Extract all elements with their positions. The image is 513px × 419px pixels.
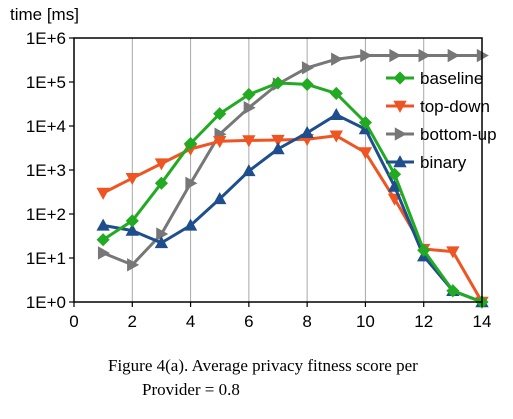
legend-item-top-down: top-down <box>386 97 490 116</box>
data-point-binary <box>242 164 256 177</box>
data-point-bottom-up <box>127 258 140 272</box>
x-axis-label: m <box>490 337 504 340</box>
line-chart: 0 2 4 6 8 10 12 141E+01E+11E+21E+31E+41E+51E+6 … <box>10 5 504 340</box>
data-point-baseline <box>358 115 372 130</box>
data-point-baseline <box>242 87 256 102</box>
legend-item-baseline: baseline <box>386 69 483 88</box>
data-point-baseline <box>154 176 168 190</box>
legend-item-bottom-up: bottom-up <box>386 125 497 144</box>
legend-marker <box>394 127 407 141</box>
data-point-binary <box>213 192 227 205</box>
x-tick-label: 8 <box>302 312 311 331</box>
y-tick-label: 1E+0 <box>26 293 66 312</box>
data-point-bottom-up <box>301 61 314 75</box>
legend-marker <box>393 155 407 168</box>
data-point-top-down <box>125 173 139 186</box>
legend-label: top-down <box>420 97 490 116</box>
x-tick-label: 2 <box>128 312 137 331</box>
legend-label: baseline <box>420 69 483 88</box>
data-point-bottom-up <box>156 227 169 241</box>
series-bottom-up <box>97 48 489 272</box>
data-point-bottom-up <box>447 48 460 63</box>
y-tick-label: 1E+6 <box>26 29 66 48</box>
legend-marker <box>393 100 407 113</box>
data-point-baseline <box>329 86 343 100</box>
data-point-top-down <box>271 134 285 147</box>
data-point-top-down <box>242 135 256 148</box>
x-tick-label: 4 <box>186 312 195 331</box>
y-tick-label: 1E+3 <box>26 161 66 180</box>
data-point-bottom-up <box>243 101 256 115</box>
data-point-baseline <box>388 167 402 181</box>
data-point-baseline <box>184 136 198 151</box>
y-tick-label: 1E+2 <box>26 205 66 224</box>
data-point-top-down <box>96 187 110 200</box>
legend: baseline top-down bottom-up binary <box>386 69 497 172</box>
series-line-binary <box>102 113 483 304</box>
legend-label: bottom-up <box>420 125 497 144</box>
data-point-top-down <box>358 147 373 160</box>
data-point-top-down <box>154 158 169 171</box>
data-point-baseline <box>271 76 285 90</box>
data-point-binary <box>183 218 198 231</box>
x-tick-label: 14 <box>473 312 492 331</box>
data-point-bottom-up <box>360 48 373 63</box>
legend-marker <box>393 71 407 85</box>
data-point-baseline <box>417 243 431 257</box>
y-tick-label: 1E+4 <box>26 117 66 136</box>
data-point-binary <box>329 107 343 120</box>
x-tick-label: 10 <box>356 312 375 331</box>
x-tick-label: 12 <box>414 312 433 331</box>
data-point-binary <box>271 142 285 155</box>
data-point-binary <box>300 125 314 139</box>
figure-caption-line-1: Figure 4(a). Average privacy fitness sco… <box>108 356 418 375</box>
series-baseline <box>96 76 489 309</box>
data-point-top-down <box>446 246 460 259</box>
data-point-baseline <box>96 233 110 247</box>
data-point-binary <box>154 236 169 249</box>
y-tick-label: 1E+1 <box>26 249 66 268</box>
data-point-bottom-up <box>97 246 110 260</box>
data-point-bottom-up <box>418 48 431 63</box>
data-point-bottom-up <box>185 176 198 190</box>
data-point-bottom-up <box>389 48 402 63</box>
x-tick-label: 0 <box>69 312 78 331</box>
y-axis-label: time [ms] <box>10 5 79 24</box>
legend-label: binary <box>420 153 467 172</box>
legend-item-binary: binary <box>386 153 467 172</box>
data-point-baseline <box>213 107 227 121</box>
data-point-top-down <box>213 136 227 149</box>
data-point-binary <box>125 223 139 236</box>
data-point-bottom-up <box>331 52 344 66</box>
data-point-top-down <box>329 130 343 143</box>
data-point-baseline <box>300 77 314 92</box>
series-layer <box>96 48 489 309</box>
axis-ticks: 0 2 4 6 8 10 12 14 1E+0 1E+1 1E+2 1E+3 1E+4 1E+5 1E+6 <box>26 29 492 331</box>
data-point-binary <box>96 218 110 231</box>
data-point-baseline <box>125 214 139 228</box>
series-line-baseline <box>102 81 483 304</box>
data-point-baseline <box>446 284 460 298</box>
x-tick-label: 6 <box>244 312 253 331</box>
y-tick-label: 1E+5 <box>26 73 66 92</box>
figure-caption-line-2: Provider = 0.8 <box>142 380 240 399</box>
